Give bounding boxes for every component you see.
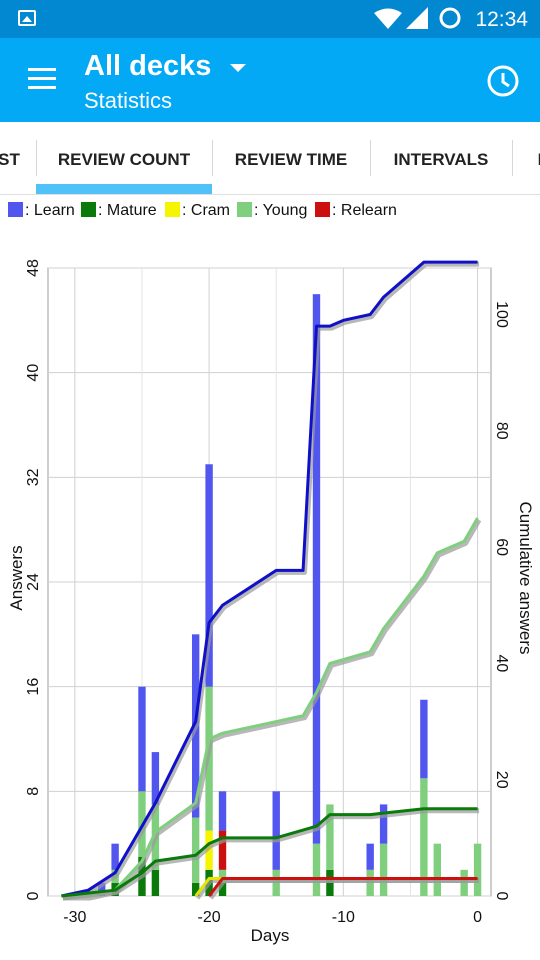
bar-learn <box>420 699 428 779</box>
y2-tick-label: 100 <box>493 301 510 328</box>
bar-young <box>218 869 227 883</box>
y-tick-label: 40 <box>25 364 42 382</box>
wifi-icon <box>374 8 402 29</box>
y2-axis-label: Cumulative answers <box>516 501 535 654</box>
bar-learn <box>151 752 160 805</box>
bar-mature <box>218 882 227 896</box>
gallery-icon <box>18 10 36 26</box>
legend-label-cram: : Cram <box>182 202 230 219</box>
x-tick-label: -30 <box>63 909 86 926</box>
x-tick-label: -20 <box>198 909 221 926</box>
y-tick-label: 8 <box>25 787 42 796</box>
legend-swatch-mature <box>81 202 96 217</box>
y2-tick-label: 80 <box>493 422 510 440</box>
y-tick-label: 24 <box>25 573 42 591</box>
legend-swatch-learn <box>8 202 23 217</box>
legend-item-mature: : Mature <box>81 202 157 220</box>
y-tick-label: 0 <box>25 891 42 900</box>
signal-icon <box>406 7 428 29</box>
bar-young <box>379 843 388 896</box>
status-time: 12:34 <box>475 8 528 31</box>
y-axis-label: Answers <box>7 545 26 610</box>
bar-learn <box>98 882 106 896</box>
hamburger-icon[interactable] <box>28 68 56 90</box>
y2-tick-label: 0 <box>493 892 510 901</box>
bar-young <box>420 778 428 896</box>
cumulative-line-learn <box>61 260 478 898</box>
tab-intervals[interactable]: INTERVALS <box>393 150 489 169</box>
cumulative-lines <box>61 260 482 901</box>
tab-review-count[interactable]: REVIEW COUNT <box>57 150 191 169</box>
y2-tick-label: 20 <box>493 771 510 789</box>
chart-legend: : Learn : Mature : Cram : Young : Relear… <box>0 200 540 228</box>
tab-review-time[interactable]: REVIEW TIME <box>234 150 348 169</box>
tab-indicator <box>36 184 212 194</box>
tab-bar: ST REVIEW COUNT REVIEW TIME INTERVALS I <box>0 122 540 195</box>
status-icons <box>374 7 461 29</box>
y-tick-label: 32 <box>25 468 42 486</box>
bar-learn <box>379 804 388 844</box>
legend-item-cram: : Cram <box>165 202 230 220</box>
bar-learn <box>272 791 280 870</box>
y-tick-label: 16 <box>25 678 42 696</box>
x-axis-label: Days <box>251 926 290 945</box>
cumulative-shadow-relearn <box>208 878 480 900</box>
bar-learn <box>366 843 374 870</box>
sync-icon <box>439 7 461 29</box>
bar-learn <box>312 294 321 844</box>
bar-young <box>473 843 482 896</box>
x-tick-label: 0 <box>473 909 482 926</box>
legend-swatch-relearn <box>315 202 330 217</box>
legend-item-learn: : Learn <box>8 202 75 220</box>
y-tick-label: 48 <box>25 259 42 277</box>
cumulative-shadow-young <box>62 518 482 901</box>
cumulative-shadow-learn <box>62 261 480 901</box>
tab-forecast[interactable]: ST <box>0 150 20 169</box>
legend-label-young: : Young <box>254 202 308 219</box>
bar-young <box>312 843 321 896</box>
x-tick-label: -10 <box>332 909 355 926</box>
page-subtitle: Statistics <box>84 88 173 113</box>
legend-swatch-cram <box>165 202 180 217</box>
bar-relearn <box>218 830 227 870</box>
bar-young <box>433 843 441 896</box>
legend-label-relearn: : Relearn <box>332 202 397 219</box>
legend-item-relearn: : Relearn <box>315 202 397 220</box>
deck-title[interactable]: All decks <box>84 50 212 82</box>
clock-icon[interactable] <box>486 64 520 98</box>
legend-item-young: : Young <box>237 202 307 220</box>
caret-down-icon[interactable] <box>230 64 246 72</box>
bar-learn <box>218 791 227 831</box>
bar-young <box>326 804 334 870</box>
tab-next[interactable]: I <box>537 150 540 169</box>
status-bar: 12:34 <box>0 0 540 38</box>
y2-tick-label: 60 <box>493 538 510 556</box>
bar-mature <box>151 869 160 896</box>
cumulative-shadow-mature <box>62 808 480 901</box>
bar-learn <box>111 843 119 870</box>
bar-learn <box>138 686 146 792</box>
bar-learn <box>205 464 213 687</box>
y2-tick-label: 40 <box>493 655 510 673</box>
cumulative-line-relearn <box>207 877 478 897</box>
legend-swatch-young <box>237 202 252 217</box>
app-bar: All decks Statistics <box>0 38 540 122</box>
cumulative-line-young <box>61 517 479 898</box>
tick-labels: -30 -20 -10 0 0 8 16 24 32 40 48 0 20 40 60 80 100 <box>25 259 510 926</box>
bar-mature <box>191 882 200 896</box>
legend-label-learn: : Learn <box>25 202 75 219</box>
legend-label-mature: : Mature <box>98 202 157 219</box>
bar-young <box>191 817 200 883</box>
cumulative-line-mature <box>61 807 478 898</box>
